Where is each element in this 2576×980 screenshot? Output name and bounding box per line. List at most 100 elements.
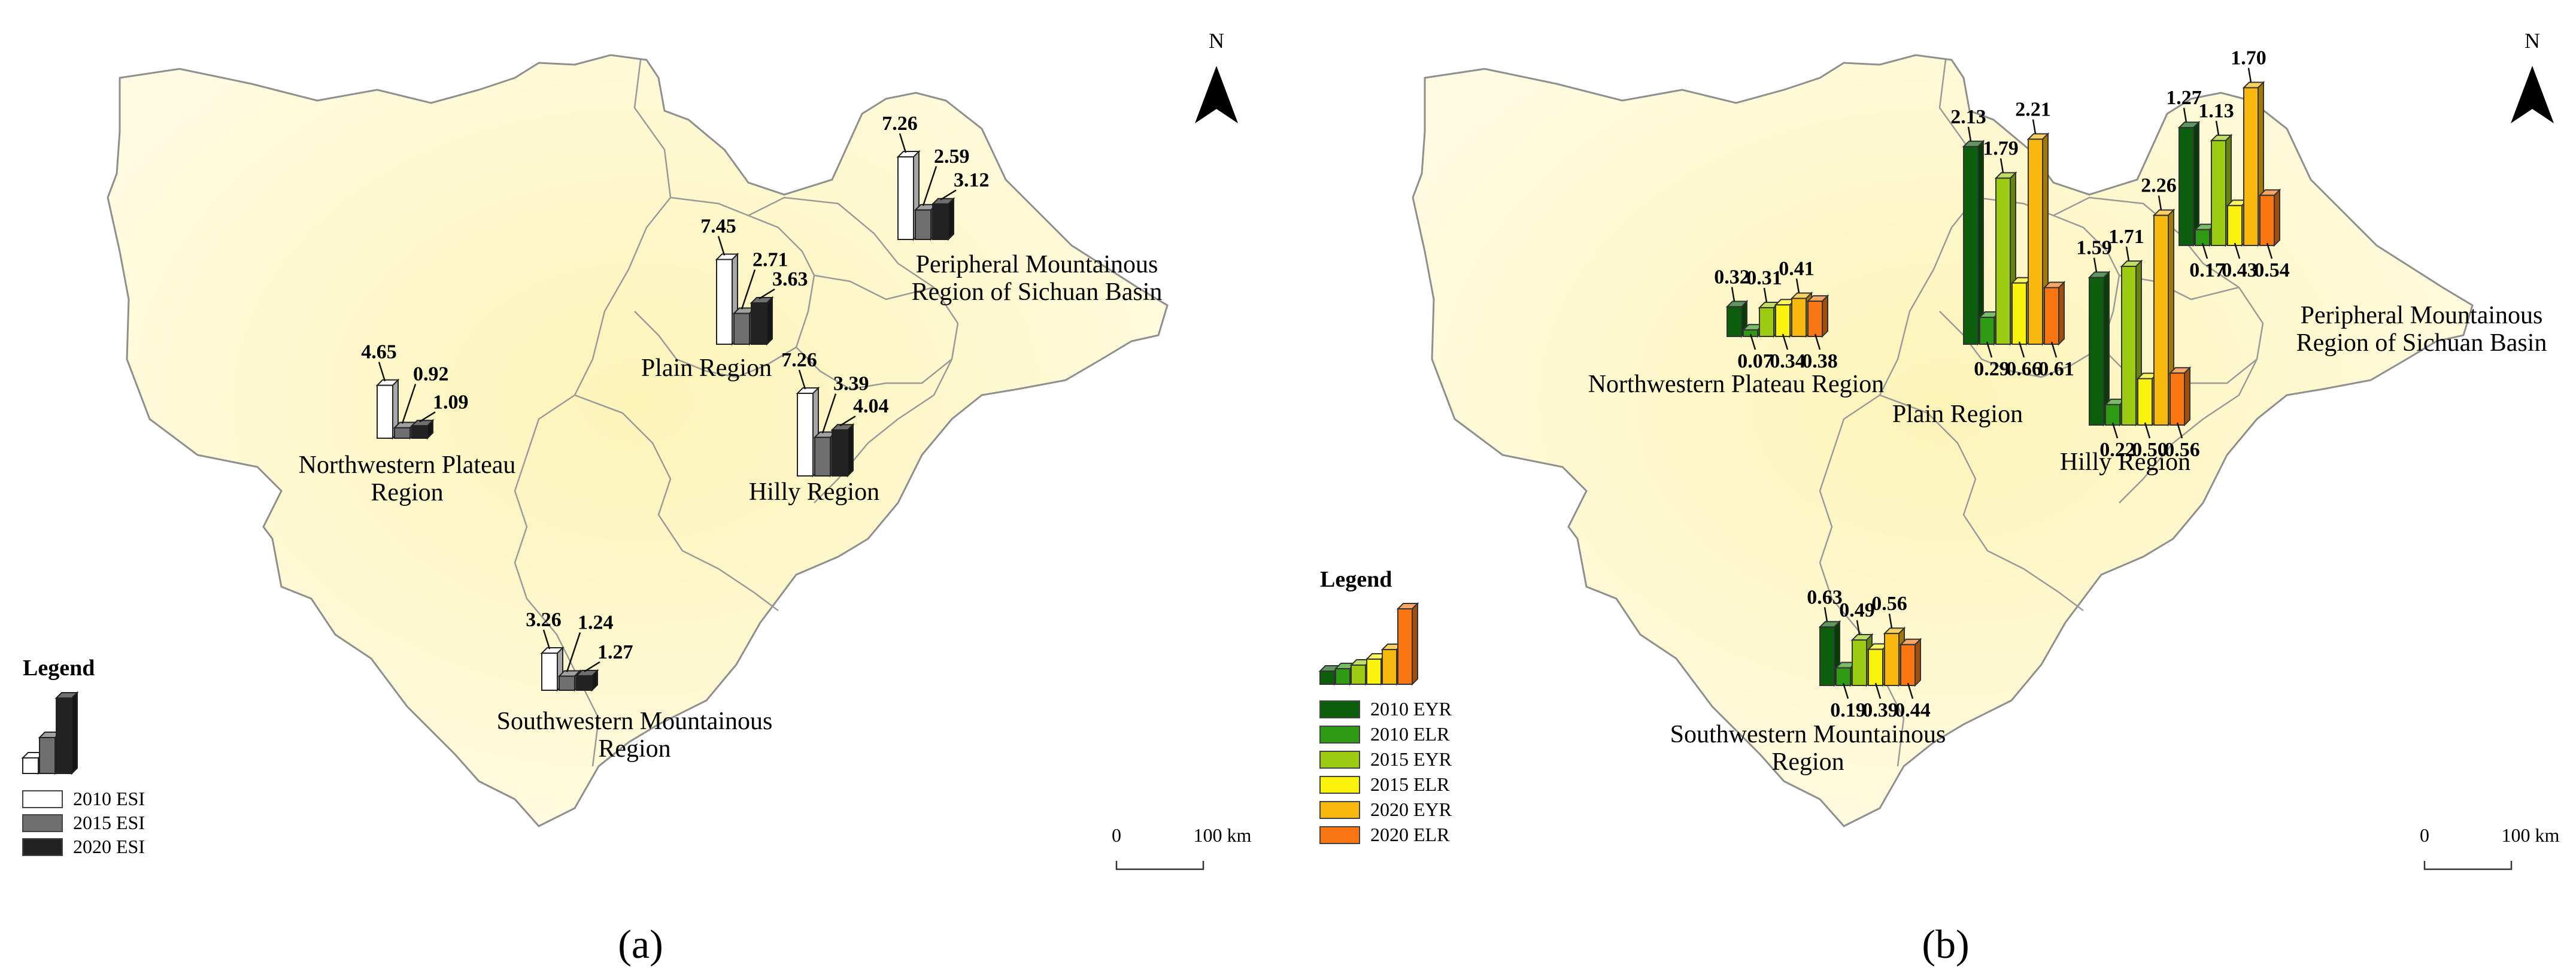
chart-bar-side — [2184, 366, 2190, 427]
legend-icon-bar — [1319, 670, 1335, 685]
region-label: Southwestern Mountainous — [1670, 721, 1946, 748]
leader-line — [2032, 119, 2037, 134]
value-label: 4.04 — [853, 395, 889, 417]
scale-bar: 0 100 km — [1112, 824, 1252, 870]
chart-bar — [1807, 301, 1823, 338]
leader-line — [1823, 607, 1828, 622]
region-hilly-region: 7.26 3.394.04 Hilly Region — [749, 349, 889, 506]
leader-line — [2234, 242, 2241, 259]
sichuan-map-outline — [107, 54, 1169, 827]
region-label: Peripheral Mountainous — [2301, 302, 2543, 329]
chart-bar — [751, 302, 767, 345]
leader-line — [798, 369, 806, 390]
legend-item-label: 2010 EYR — [1370, 698, 1452, 720]
region-label: Region — [371, 479, 443, 506]
value-label: 0.66 — [2006, 358, 2042, 380]
region-label: Plain Region — [641, 354, 772, 382]
value-label: 2.71 — [753, 249, 788, 271]
legend-item-label: 2015 ESI — [73, 812, 145, 833]
legend-swatch — [22, 790, 63, 808]
value-label: 7.26 — [781, 349, 817, 371]
chart-bar — [1963, 145, 1979, 345]
leader-line — [1999, 158, 2004, 173]
value-label: 1.59 — [2076, 237, 2112, 259]
chart-bar-side — [948, 197, 954, 241]
legend-swatch — [1319, 751, 1360, 769]
legend-icon-bar — [1351, 665, 1366, 685]
north-arrow-icon: N — [1195, 29, 1238, 123]
leader-line — [1986, 341, 1993, 358]
legend-item-label: 2015 EYR — [1370, 748, 1452, 770]
legend-item-label: 2020 ESI — [73, 836, 145, 857]
scale-start: 0 — [2420, 824, 2429, 846]
leader-line — [922, 166, 937, 207]
value-label: 0.56 — [2164, 439, 2200, 461]
leader-line — [2158, 195, 2162, 210]
chart-bar — [2170, 372, 2185, 426]
leader-line — [2183, 107, 2187, 123]
legend-item-label: 2015 ELR — [1370, 773, 1450, 795]
north-arrow-icon: N — [2511, 29, 2554, 123]
leader-line — [401, 384, 417, 424]
region-label: Northwestern Plateau Region — [1588, 371, 1885, 398]
region-label: Hilly Region — [749, 478, 879, 506]
chart-bar — [1819, 626, 1835, 686]
region-plain-region: 2.13 0.29 1.79 0.66 2.21 0.61 Plain Region — [1892, 98, 2074, 428]
chart-bar — [1868, 648, 1883, 687]
leader-line — [2247, 68, 2252, 83]
legend-icon-bar — [56, 697, 72, 774]
north-label: N — [2525, 29, 2540, 53]
panel-label: (a) — [618, 921, 663, 967]
chart-bar — [2121, 265, 2137, 426]
leader-line — [1907, 682, 1914, 699]
chart-bar — [1835, 667, 1851, 687]
leader-line — [2201, 242, 2208, 259]
chart-bar-side — [2058, 281, 2065, 346]
legend-swatch — [1319, 726, 1360, 744]
leader-line — [839, 415, 856, 427]
chart-bar — [1727, 306, 1742, 338]
chart-bar — [1791, 298, 1807, 338]
leader-line — [940, 189, 957, 201]
leader-line — [1967, 126, 1972, 142]
region-label: Peripheral Mountainous — [916, 251, 1158, 278]
chart-bar — [1884, 633, 1900, 686]
scale-bar: 0 100 km — [2420, 824, 2560, 870]
chart-bar — [1759, 307, 1774, 338]
chart-bar — [1979, 317, 1995, 345]
leader-line — [2050, 341, 2058, 358]
value-label: 4.65 — [361, 341, 397, 363]
chart-bar — [1775, 304, 1791, 337]
region-southwestern-mountainous-region: 3.26 1.24 1.27 Southwestern MountainousRegi… — [497, 609, 773, 763]
leader-line — [2176, 422, 2183, 439]
legend-icon-bar — [22, 757, 39, 774]
value-label: 0.41 — [1779, 257, 1815, 280]
legend-icon-bar — [1335, 668, 1351, 685]
legend: Legend 2010 EYR 2010 ELR 2015 EYR 2015 ELR 20… — [1318, 567, 1452, 845]
region-label: Region — [1771, 748, 1844, 776]
legend-icon-bar-side — [1412, 602, 1418, 686]
chart-bar — [2153, 214, 2169, 426]
chart-bar — [2105, 403, 2120, 426]
chart-bar — [797, 393, 814, 477]
chart-bar-side — [2274, 188, 2280, 247]
chart-bar — [2137, 378, 2153, 426]
leader-line — [2093, 257, 2098, 272]
leader-line — [717, 236, 726, 256]
leader-line — [542, 629, 551, 650]
value-label: 1.13 — [2198, 100, 2234, 122]
value-label: 0.56 — [1871, 593, 1907, 615]
value-label: 7.45 — [700, 215, 736, 237]
leader-line — [1763, 287, 1768, 303]
value-label: 3.26 — [526, 609, 562, 631]
internal-boundaries — [514, 59, 959, 767]
value-label: 7.26 — [882, 113, 918, 135]
chart-bar — [2028, 138, 2043, 345]
value-label: 3.63 — [772, 268, 808, 290]
value-label: 1.24 — [578, 611, 614, 633]
